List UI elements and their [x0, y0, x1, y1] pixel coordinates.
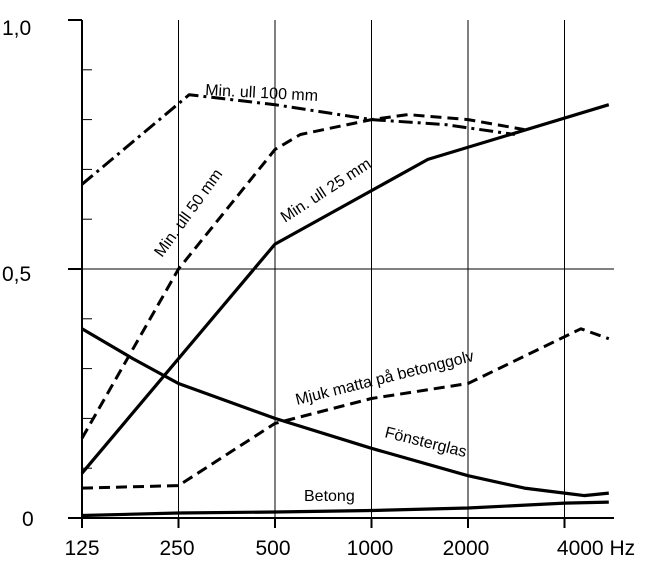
label-betong: Betong: [304, 488, 355, 505]
series-line-f-nsterglas: [81, 327, 609, 498]
series-line-min-ull-25-mm: [80, 103, 610, 475]
x-tick-label-500: 500: [255, 537, 290, 560]
y-tick-label-1-0: 1,0: [2, 17, 31, 40]
series-lines: [80, 93, 610, 518]
label-mjuk-matta: Mjuk matta på betonggolv: [294, 347, 476, 409]
series-line-min-ull-100-mm: [81, 93, 516, 186]
label-min-ull-100: Min. ull 100 mm: [205, 82, 319, 105]
labels: 0 0,5 1,0 125 250 500 1000 2000 4000 Hz …: [2, 17, 635, 560]
x-tick-label-250: 250: [159, 537, 194, 560]
x-tick-label-1000: 1000: [347, 537, 394, 560]
axes: [68, 19, 614, 528]
series-line-mjuk-matta-p-betonggolv: [81, 327, 610, 490]
series-line-min-ull-50-mm: [80, 113, 525, 440]
y-tick-label-0: 0: [22, 508, 34, 531]
y-tick-label-0-5: 0,5: [2, 263, 31, 286]
x-tick-label-125: 125: [64, 537, 99, 560]
x-tick-label-2000: 2000: [443, 537, 490, 560]
series-line-betong: [81, 500, 609, 518]
grid: [82, 20, 614, 518]
label-min-ull-50: Min. ull 50 mm: [151, 166, 226, 260]
x-tick-label-4000: 4000 Hz: [557, 537, 635, 560]
